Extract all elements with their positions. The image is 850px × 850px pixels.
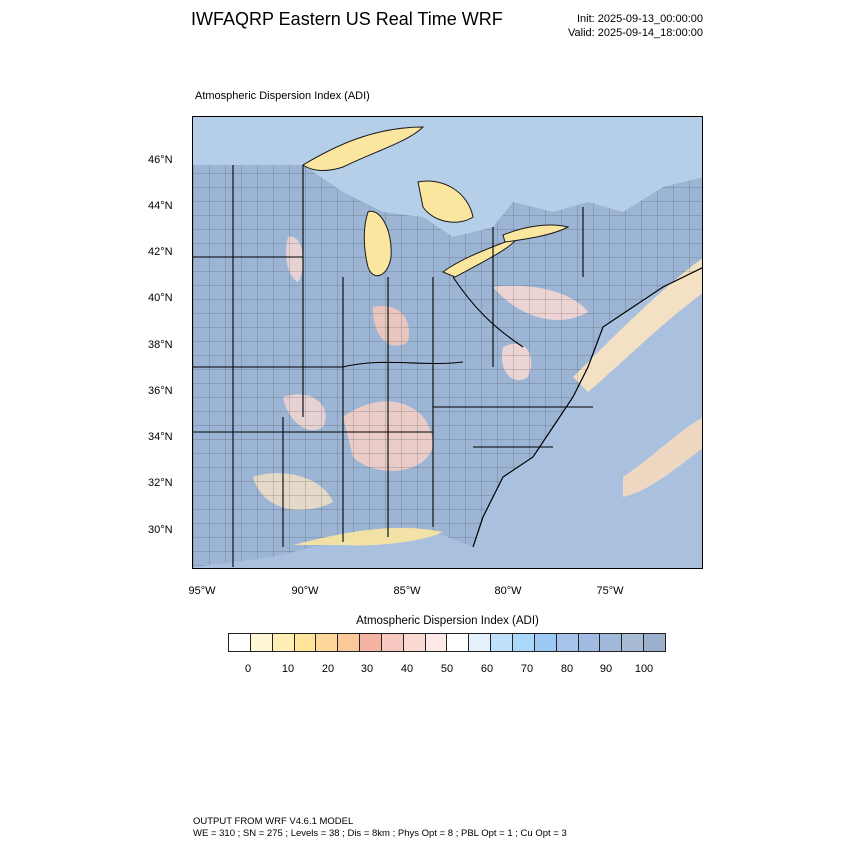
colorbar-swatch-3 bbox=[294, 634, 317, 651]
lake-michigan bbox=[363, 210, 392, 277]
colorbar-swatch-15 bbox=[556, 634, 579, 651]
lat-label-38: 38°N bbox=[148, 339, 173, 351]
lake-ontario bbox=[502, 224, 570, 243]
colorbar-swatch-17 bbox=[600, 634, 623, 651]
map-panel bbox=[192, 116, 703, 569]
lat-label-40: 40°N bbox=[148, 292, 173, 304]
colorbar-swatch-4 bbox=[316, 634, 339, 651]
colorbar-title: Atmospheric Dispersion Index (ADI) bbox=[356, 615, 539, 627]
colorbar-swatch-6 bbox=[360, 634, 382, 651]
canada-land bbox=[193, 117, 702, 237]
lat-label-34: 34°N bbox=[148, 431, 173, 443]
lat-label-36: 36°N bbox=[148, 385, 173, 397]
valid-time: Valid: 2025-09-14_18:00:00 bbox=[568, 27, 703, 39]
colorbar-swatch-19 bbox=[644, 634, 665, 651]
lon-label-75: 75°W bbox=[596, 585, 624, 597]
colorbar-tick-100: 100 bbox=[634, 663, 654, 675]
colorbar-tick-70: 70 bbox=[520, 663, 534, 675]
lat-label-42: 42°N bbox=[148, 246, 173, 258]
lat-label-30: 30°N bbox=[148, 524, 173, 536]
colorbar-swatch-18 bbox=[622, 634, 645, 651]
lake-huron bbox=[417, 180, 474, 223]
colorbar-swatch-1 bbox=[250, 634, 273, 651]
colorbar-tick-0: 0 bbox=[244, 663, 252, 675]
adi-low-gulf-coast bbox=[293, 527, 443, 546]
state-boundaries bbox=[193, 165, 593, 567]
colorbar-swatch-12 bbox=[491, 634, 513, 651]
lon-label-80: 80°W bbox=[494, 585, 522, 597]
colorbar-tick-50: 50 bbox=[440, 663, 454, 675]
colorbar-swatch-0 bbox=[229, 634, 251, 651]
adi-low-atlantic-plume bbox=[573, 258, 702, 392]
colorbar-swatch-11 bbox=[469, 634, 492, 651]
colorbar-tick-90: 90 bbox=[599, 663, 613, 675]
plot-title: IWFAQRP Eastern US Real Time WRF bbox=[191, 9, 503, 29]
footer-config-line: WE = 310 ; SN = 275 ; Levels = 38 ; Dis … bbox=[193, 828, 567, 839]
atlantic-coastline bbox=[472, 267, 702, 548]
map-canvas bbox=[193, 117, 702, 568]
adi-low-atlantic-south bbox=[623, 418, 702, 497]
lat-label-44: 44°N bbox=[148, 200, 173, 212]
colorbar-tick-20: 20 bbox=[321, 663, 335, 675]
colorbar-tick-30: 30 bbox=[360, 663, 374, 675]
colorbar-swatch-8 bbox=[403, 634, 426, 651]
map-subtitle: Atmospheric Dispersion Index (ADI) bbox=[195, 90, 370, 102]
colorbar-swatch-2 bbox=[272, 634, 295, 651]
colorbar-swatch-10 bbox=[447, 634, 470, 651]
county-boundaries bbox=[193, 165, 702, 567]
lon-label-95: 95°W bbox=[188, 585, 216, 597]
init-time: Init: 2025-09-13_00:00:00 bbox=[577, 13, 703, 25]
colorbar-swatch-7 bbox=[381, 634, 404, 651]
colorbar-swatch-14 bbox=[534, 634, 557, 651]
colorbar bbox=[228, 633, 666, 652]
lake-superior bbox=[302, 126, 425, 171]
colorbar-swatch-13 bbox=[512, 634, 535, 651]
lat-label-46: 46°N bbox=[148, 154, 173, 166]
colorbar-tick-40: 40 bbox=[400, 663, 414, 675]
lon-label-85: 85°W bbox=[393, 585, 421, 597]
footer-model-line: OUTPUT FROM WRF V4.6.1 MODEL bbox=[193, 816, 354, 827]
lon-label-90: 90°W bbox=[291, 585, 319, 597]
colorbar-swatch-5 bbox=[338, 634, 361, 651]
colorbar-tick-60: 60 bbox=[480, 663, 494, 675]
colorbar-tick-10: 10 bbox=[281, 663, 295, 675]
colorbar-swatch-16 bbox=[578, 634, 601, 651]
colorbar-swatch-9 bbox=[425, 634, 448, 651]
lat-label-32: 32°N bbox=[148, 477, 173, 489]
colorbar-tick-80: 80 bbox=[560, 663, 574, 675]
